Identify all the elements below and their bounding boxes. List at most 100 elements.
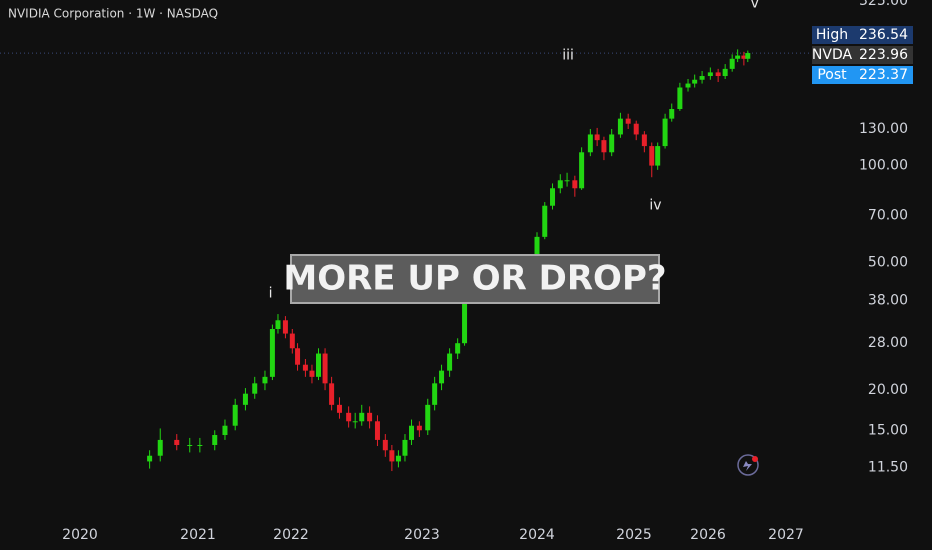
x-tick-label: 2023 [404,527,440,543]
candle-body [715,72,721,77]
candle-body [557,180,563,189]
candle-body [289,333,295,349]
candle-body [322,353,328,384]
candle-body [707,72,713,77]
candle-body [655,146,661,166]
candle-body [572,180,578,189]
candle-body [662,118,668,147]
candle-body [309,370,315,377]
candle-body [649,146,655,166]
y-tick-label: 325.00 [859,0,908,9]
icon-bolt [743,461,752,471]
candle-body [282,320,288,334]
candle-body [625,118,631,124]
candle-body [374,421,380,440]
candle-body [197,444,203,446]
candle-body [425,404,431,431]
y-tick-label: 50.00 [868,254,908,270]
candle-body [269,329,275,377]
price-label-name: Post [817,67,847,83]
price-label-value: 223.37 [859,67,908,83]
y-tick-label: 70.00 [868,207,908,223]
candle-body [432,383,438,405]
price-label-box [812,66,913,84]
candle-body [157,439,163,456]
candle-body [677,87,683,110]
candle-body [722,68,728,77]
candle-body [455,343,461,354]
y-tick-label: 15.00 [868,422,908,438]
candle-body [352,421,358,423]
icon-ring [737,454,759,476]
candle-body [275,320,281,330]
candle-body [242,393,248,405]
price-label-name: High [816,27,848,43]
candle-body [367,412,373,422]
x-tick-label: 2027 [768,527,804,543]
y-tick-label: 38.00 [868,293,908,309]
candle-body [359,412,365,422]
x-tick-label: 2021 [180,527,216,543]
candle-body [316,353,322,377]
candle-body [402,439,408,456]
y-tick-label: 100.00 [859,158,908,174]
candle-body [439,370,445,384]
candle-body [745,53,751,59]
candle-body [147,455,153,462]
candle-body [685,83,691,88]
candle-body [222,425,228,436]
price-label-value: 223.96 [859,47,908,63]
candle-body [329,383,335,405]
price-label-box [812,46,913,64]
candle-body [669,109,675,119]
candle-body [252,383,258,394]
candle-body [212,435,218,445]
x-tick-label: 2025 [616,527,652,543]
callout-box [290,254,660,304]
x-tick-label: 2026 [690,527,726,543]
assistant-icon[interactable] [737,454,759,476]
candle-body [174,439,180,445]
candle-body [579,152,585,189]
candle-body [416,425,422,431]
candle-body [382,439,388,451]
x-tick-label: 2020 [62,527,98,543]
candle-body [617,118,623,135]
candle-body [587,134,593,153]
candle-body [462,293,468,344]
candle-body [262,376,268,384]
candle-body [232,404,238,426]
x-tick-label: 2022 [273,527,309,543]
price-label-value: 236.54 [859,27,908,43]
candle-body [609,134,615,153]
candle-body [641,134,647,147]
price-label-box [812,26,913,44]
candle-body [550,188,556,206]
candle-body [594,134,600,141]
candle-body [336,404,342,413]
candle-body [302,364,308,371]
y-tick-label: 130.00 [859,121,908,137]
candle-body [295,348,301,365]
candle-body [187,444,193,446]
wave-label: i [269,285,273,301]
candle-body [735,55,741,59]
candle-body [389,450,395,462]
y-tick-label: 28.00 [868,335,908,351]
candle-body [395,455,401,462]
y-tick-label: 11.50 [868,459,908,475]
x-tick-label: 2024 [519,527,555,543]
icon-dot [752,456,758,462]
candle-body [601,140,607,153]
candle-body [699,76,705,80]
chart-title: NVIDIA Corporation · 1W · NASDAQ [8,7,218,21]
wave-label: iv [649,198,661,214]
candle-body [447,353,453,371]
candle-body [409,425,415,440]
candle-body [534,236,540,263]
candle-body [741,55,747,59]
candle-body [542,205,548,237]
candle-body [633,123,639,135]
y-tick-label: 20.00 [868,382,908,398]
